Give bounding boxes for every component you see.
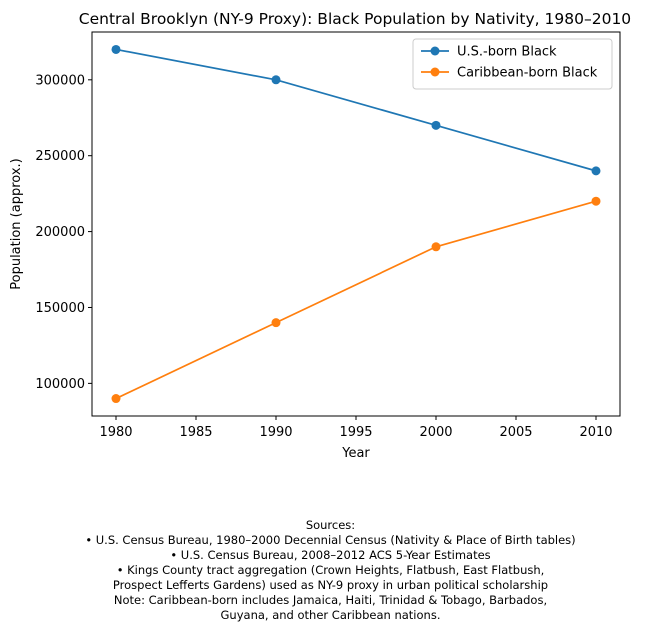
y-axis-label: Population (approx.) (9, 158, 24, 290)
y-tick-label: 250000 (35, 149, 85, 164)
x-tick-label: 1995 (339, 425, 372, 440)
legend-box (412, 38, 613, 90)
x-tick-label: 1980 (99, 425, 132, 440)
x-tick-label: 2010 (579, 425, 612, 440)
x-tick-label: 1990 (259, 425, 292, 440)
sources-line: Guyana, and other Caribbean nations. (220, 608, 441, 622)
line-chart: Central Brooklyn (NY-9 Proxy): Black Pop… (9, 10, 631, 461)
x-tick-label: 2005 (499, 425, 532, 440)
data-point (431, 242, 441, 252)
y-axis: 100000 150000 200000 250000 300000 (35, 73, 92, 392)
legend-label: U.S.-born Black (457, 45, 557, 60)
x-axis-label: Year (341, 446, 370, 461)
data-point (591, 166, 601, 176)
x-axis: 1980 1985 1990 1995 2000 2005 2010 (99, 416, 613, 440)
legend: U.S.-born Black Caribbean-born Black (412, 38, 613, 90)
data-point (271, 318, 281, 328)
series-line (115, 48, 597, 172)
data-point (271, 75, 281, 85)
series-layer (111, 44, 601, 404)
plot-border (91, 31, 621, 417)
sources-line: Note: Caribbean-born includes Jamaica, H… (113, 593, 548, 607)
sources-line: • U.S. Census Bureau, 1980–2000 Decennia… (85, 533, 576, 547)
series-line (115, 200, 597, 400)
plot-frame (91, 31, 621, 417)
y-tick-label: 100000 (35, 377, 85, 392)
data-point (591, 196, 601, 206)
x-tick-label: 1985 (179, 425, 212, 440)
legend-marker (430, 67, 440, 77)
y-tick-label: 300000 (35, 73, 85, 88)
chart-title: Central Brooklyn (NY-9 Proxy): Black Pop… (79, 10, 631, 28)
y-tick-label: 200000 (35, 225, 85, 240)
data-point (111, 44, 121, 54)
data-point (111, 394, 121, 404)
sources-line: • Kings County tract aggregation (Crown … (116, 563, 545, 577)
x-tick-label: 2000 (419, 425, 452, 440)
data-point (431, 120, 441, 130)
legend-label: Caribbean-born Black (457, 66, 598, 81)
legend-marker (430, 46, 440, 56)
sources-heading: Sources: (305, 518, 356, 532)
sources-line: Prospect Lefferts Gardens) used as NY-9 … (112, 578, 549, 592)
sources-note: Sources: • U.S. Census Bureau, 1980–2000… (0, 518, 661, 623)
y-tick-label: 150000 (35, 301, 85, 316)
sources-line: • U.S. Census Bureau, 2008–2012 ACS 5-Ye… (170, 548, 491, 562)
